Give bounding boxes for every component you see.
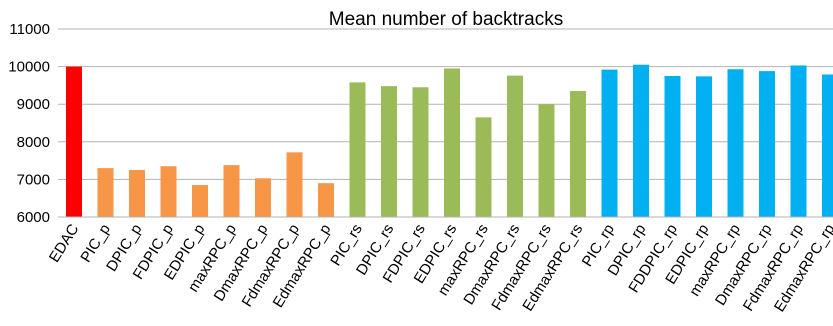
bar-edac bbox=[66, 66, 82, 217]
bar-edpic-rp bbox=[696, 76, 712, 217]
bar-edpic-rs bbox=[444, 68, 460, 217]
y-tick-label: 11000 bbox=[9, 21, 50, 38]
y-tick-label: 7000 bbox=[17, 171, 50, 188]
bar-pic-p bbox=[97, 168, 114, 217]
bar-fdpic-rs bbox=[412, 87, 429, 217]
bar-dmaxrpc-rp bbox=[759, 71, 775, 217]
bar-pic-rs bbox=[349, 82, 366, 217]
bar-dmaxrpc-rs bbox=[507, 75, 523, 218]
bar-fdpic-p bbox=[160, 166, 177, 217]
bar-maxrpc-rp bbox=[727, 69, 744, 218]
bar-dpic-p bbox=[129, 170, 145, 217]
bar-pic-rp bbox=[601, 69, 618, 217]
bar-maxrpc-rs bbox=[475, 117, 492, 217]
bar-edmaxrpc-rp bbox=[822, 74, 833, 217]
bar-fdmaxrpc-rp bbox=[790, 65, 807, 217]
bar-fdmaxrpc-rs bbox=[538, 104, 555, 217]
bar-edmaxrpc-p bbox=[318, 183, 334, 217]
bar-dmaxrpc-p bbox=[255, 178, 271, 217]
bar-edpic-p bbox=[192, 185, 208, 217]
y-axis-ticks: 6000 7000 8000 9000 10000 11000 bbox=[8, 21, 50, 226]
bar-fdmaxrpc-p bbox=[286, 152, 303, 217]
bar-fddpic-rp bbox=[664, 76, 681, 217]
chart-title: Mean number of backtracks bbox=[329, 9, 563, 30]
y-tick-label: 8000 bbox=[17, 134, 50, 151]
bar-edmaxrpc-rs bbox=[570, 91, 586, 217]
y-tick-label: 10000 bbox=[8, 59, 50, 76]
y-tick-label: 9000 bbox=[17, 96, 50, 113]
bar-dpic-rp bbox=[633, 64, 649, 217]
x-axis-ticks: EDACPIC_pDPIC_pFDPIC_pEDPIC_pmaxRPC_pDma… bbox=[46, 221, 833, 315]
y-tick-label: 6000 bbox=[17, 209, 50, 226]
x-tick-label: EDAC bbox=[46, 221, 83, 265]
bar-maxrpc-p bbox=[223, 165, 240, 217]
bars bbox=[66, 64, 833, 218]
bar-dpic-rs bbox=[381, 86, 397, 217]
